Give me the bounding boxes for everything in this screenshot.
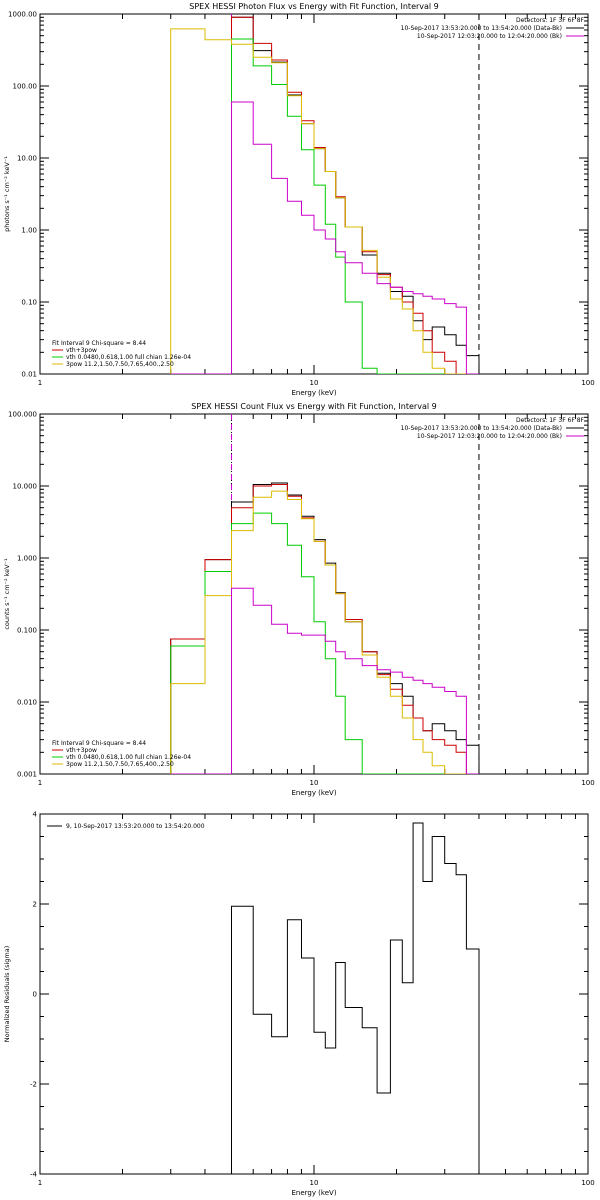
y-tick-label: 10.000 xyxy=(13,483,38,491)
legend-entry-text: 10-Sep-2017 12:03:20.000 to 12:04:20.000… xyxy=(417,433,562,440)
y-tick-label: 100.00 xyxy=(13,83,38,91)
x-tick-label: 10 xyxy=(310,1179,319,1187)
plot-area xyxy=(170,14,480,374)
chart-title: SPEX HESSI Count Flux vs Energy with Fit… xyxy=(191,402,436,411)
fit-legend-text: vth 0.0480,0.618,1.00 full chian 1.26e-0… xyxy=(66,754,191,761)
series-vth xyxy=(170,38,479,374)
series-9-10-sep-2017-13-53-20-000-to-13-54-20-000 xyxy=(231,822,480,1174)
x-tick-label: 100 xyxy=(581,779,594,787)
x-tick-label: 1 xyxy=(38,779,42,787)
x-axis-label: Energy (keV) xyxy=(291,789,336,797)
x-axis-label: Energy (keV) xyxy=(291,1189,336,1197)
x-tick-label: 10 xyxy=(310,779,319,787)
y-tick-label: 0.010 xyxy=(17,699,37,707)
y-tick-label: 0 xyxy=(33,991,37,999)
fit-legend-text: vth+3pow xyxy=(66,747,97,754)
y-tick-label: -4 xyxy=(30,1171,38,1179)
y-axis-label: photons s⁻¹ cm⁻² keV⁻¹ xyxy=(3,156,11,232)
x-tick-label: 1 xyxy=(38,1179,42,1187)
x-tick-label: 100 xyxy=(581,1179,594,1187)
chart-title: SPEX HESSI Photon Flux vs Energy with Fi… xyxy=(189,2,439,11)
chart-2: 1 10 100 0.001 0.010 0.100 1.000 10.000 100.000 S… xyxy=(3,402,595,797)
y-tick-label: 0.001 xyxy=(17,771,37,779)
x-axis-label: Energy (keV) xyxy=(291,389,336,397)
fit-legend-text: vth+3pow xyxy=(66,347,97,354)
x-tick-label: 100 xyxy=(581,379,594,387)
y-tick-label: 1000.00 xyxy=(8,11,37,19)
legend-heading: Detectors: 1F 3F 6F 8F xyxy=(516,417,585,424)
fit-legend-heading: Fit Interval 9 Chi-square = 8.44 xyxy=(52,740,146,747)
legend-entry-text: 10-Sep-2017 13:53:20.000 to 13:54:20.000… xyxy=(401,25,562,32)
y-tick-label: 0.10 xyxy=(21,299,37,307)
y-tick-label: -2 xyxy=(30,1081,37,1089)
chart-3: 1 10 100 -4 -2 0 2 4 Energy (keV) Normalized Resi… xyxy=(3,811,595,1198)
series-bk xyxy=(170,587,479,774)
chart-1: 1 10 100 0.01 0.10 1.00 10.00 100.00 1000.00 SPEX… xyxy=(3,2,595,397)
series-3pow xyxy=(170,28,479,374)
y-axis-label: Normalized Residuals (sigma) xyxy=(3,946,11,1043)
legend-heading: Detectors: 1F 3F 6F 8F xyxy=(516,17,585,24)
plot-frame xyxy=(39,13,589,375)
y-tick-label: 10.00 xyxy=(17,155,37,163)
y-tick-label: 1.000 xyxy=(17,555,37,563)
fit-legend-text: 3pow 11.2,1.50,7.50,7.65,400.,2.50 xyxy=(66,361,174,368)
y-tick-label: 4 xyxy=(33,811,38,819)
y-tick-label: 0.01 xyxy=(21,371,37,379)
fit-legend-heading: Fit Interval 9 Chi-square = 8.44 xyxy=(52,340,146,347)
fit-legend-text: vth 0.0480,0.618,1.00 full chian 1.26e-0… xyxy=(66,354,191,361)
legend-entry-text: 10-Sep-2017 13:53:20.000 to 13:54:20.000… xyxy=(401,425,562,432)
x-tick-label: 1 xyxy=(38,379,42,387)
fit-legend-text: 3pow 11.2,1.50,7.50,7.65,400.,2.50 xyxy=(66,761,174,768)
plot-area xyxy=(231,822,480,1174)
series-3pow xyxy=(170,490,479,774)
legend-entry-text: 9, 10-Sep-2017 13:53:20.000 to 13:54:20.… xyxy=(66,823,205,830)
y-tick-label: 0.100 xyxy=(17,627,37,635)
legend-entry-text: 10-Sep-2017 12:03:20.000 to 12:04:20.000… xyxy=(417,33,562,40)
plot-area xyxy=(170,414,480,774)
y-axis-label: counts s⁻¹ cm⁻² keV⁻¹ xyxy=(3,558,11,630)
x-tick-label: 10 xyxy=(310,379,319,387)
y-tick-label: 1.00 xyxy=(21,227,37,235)
series-bk xyxy=(170,101,479,374)
y-tick-label: 2 xyxy=(33,901,37,909)
y-tick-label: 100.000 xyxy=(8,411,37,419)
